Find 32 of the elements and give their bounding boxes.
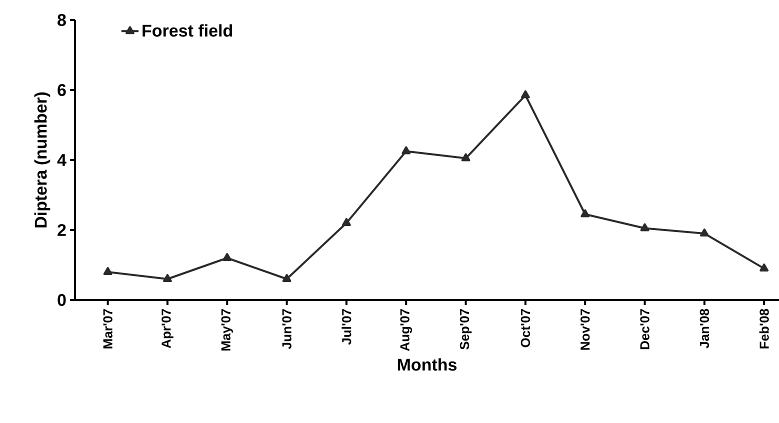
y-axis-title: Diptera (number) [34,92,50,228]
point [402,146,411,154]
x-tick-label: Jan'08 [700,308,710,348]
x-tick-label: Aug'07 [400,309,412,352]
x-tick-label: Nov'07 [580,309,590,350]
point [461,153,470,162]
point [640,223,650,232]
point [282,274,292,282]
x-tick-label: May'07 [221,309,234,351]
x-tick-label: Dec'07 [640,309,650,350]
point [700,228,709,236]
point [222,253,232,261]
point [163,274,172,282]
y-tick-label: 2 [58,224,66,236]
y-tick-label: 4 [57,154,66,166]
point [342,218,351,226]
x-tick-label: Jul'07 [342,309,352,345]
legend-label: Forest field [142,24,232,37]
point [760,264,769,272]
x-axis-title: Months [398,358,457,371]
y-tick-label: 8 [58,14,66,26]
point [520,90,530,98]
x-tick-label: Sep'07 [460,309,472,350]
point [580,209,590,218]
y-tick-label: 0 [58,294,66,306]
x-tick-label: Feb'08 [759,308,769,348]
x-tick-label: Oct'07 [520,309,530,348]
x-tick-label: Jun'07 [282,309,292,349]
point [103,267,112,275]
x-tick-label: Mar'07 [103,309,112,348]
y-tick-label: 6 [58,84,66,96]
x-tick-label: Apr'07 [162,309,174,348]
